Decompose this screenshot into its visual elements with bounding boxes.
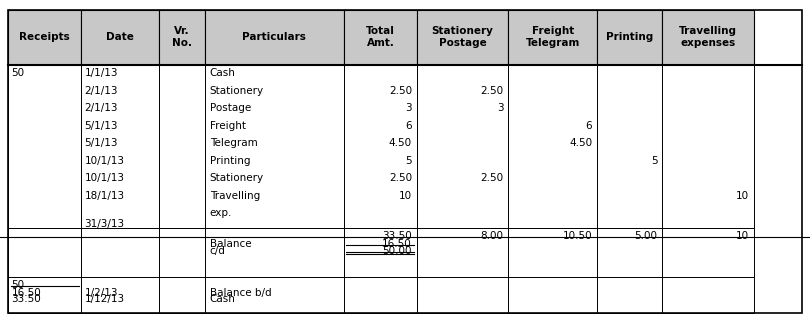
Bar	[344, 228, 417, 277]
Text: 5/1/13: 5/1/13	[84, 121, 118, 131]
Text: Telegram: Telegram	[210, 138, 258, 148]
Text: 16.50: 16.50	[382, 239, 412, 249]
Text: 50: 50	[11, 68, 24, 78]
Text: 5: 5	[406, 156, 412, 166]
Text: Postage: Postage	[210, 103, 251, 114]
Text: exp.: exp.	[210, 208, 232, 218]
Bar	[663, 65, 754, 228]
Text: 1/1/13: 1/1/13	[84, 68, 118, 79]
Bar	[344, 10, 417, 65]
Text: 2.50: 2.50	[389, 173, 412, 183]
Text: 10: 10	[736, 191, 749, 201]
Text: 50: 50	[11, 280, 24, 290]
Text: 16.50: 16.50	[11, 287, 41, 298]
Bar	[417, 277, 508, 313]
Bar	[344, 277, 417, 313]
Text: Travelling: Travelling	[210, 191, 260, 201]
Bar	[597, 65, 663, 228]
Text: Stationery
Postage: Stationery Postage	[432, 26, 493, 48]
Bar	[417, 10, 508, 65]
Text: Balance: Balance	[210, 239, 251, 249]
Bar	[8, 10, 81, 65]
Text: 10/1/13: 10/1/13	[84, 173, 125, 183]
Text: 5.00: 5.00	[634, 232, 658, 241]
Bar	[508, 228, 597, 277]
Bar	[159, 65, 205, 228]
Bar	[159, 277, 205, 313]
Text: Stationery: Stationery	[210, 173, 264, 183]
Bar	[8, 228, 81, 277]
Text: Cash: Cash	[210, 294, 236, 304]
Text: Balance b/d: Balance b/d	[210, 287, 271, 298]
Bar	[508, 277, 597, 313]
Text: 5: 5	[650, 156, 658, 166]
Text: 4.50: 4.50	[389, 138, 412, 148]
Text: Printing: Printing	[606, 32, 654, 42]
Bar	[344, 65, 417, 228]
Bar	[81, 65, 159, 228]
Bar	[417, 65, 508, 228]
Text: 2/1/13: 2/1/13	[84, 103, 118, 114]
Text: Stationery: Stationery	[210, 86, 264, 96]
Bar	[508, 10, 597, 65]
Text: Cash: Cash	[210, 68, 236, 79]
Text: 10: 10	[399, 191, 412, 201]
Text: 2.50: 2.50	[480, 173, 503, 183]
Bar	[663, 277, 754, 313]
Text: Receipts: Receipts	[19, 32, 70, 42]
Text: 10: 10	[736, 232, 749, 241]
Text: 3: 3	[497, 103, 503, 114]
Text: 3: 3	[406, 103, 412, 114]
Text: Particulars: Particulars	[242, 32, 306, 42]
Text: c/d: c/d	[210, 246, 226, 256]
Text: Freight
Telegram: Freight Telegram	[526, 26, 580, 48]
Bar	[205, 228, 344, 277]
Bar	[81, 228, 159, 277]
Text: Freight: Freight	[210, 121, 245, 131]
Text: Total
Amt.: Total Amt.	[366, 26, 394, 48]
Bar	[8, 277, 81, 313]
Text: 8.00: 8.00	[480, 232, 503, 241]
Bar	[8, 65, 81, 228]
Text: 33.50: 33.50	[11, 294, 41, 304]
Text: Date: Date	[106, 32, 134, 42]
Text: 4.50: 4.50	[569, 138, 592, 148]
Text: 50.00: 50.00	[382, 246, 412, 256]
Text: 31/3/13: 31/3/13	[84, 219, 125, 229]
Text: 6: 6	[586, 121, 592, 131]
Text: 18/1/13: 18/1/13	[84, 191, 125, 201]
Text: 2/1/13: 2/1/13	[84, 86, 118, 96]
Bar	[205, 65, 344, 228]
Text: Travelling
expenses: Travelling expenses	[680, 26, 737, 48]
Bar	[159, 10, 205, 65]
Text: 10/1/13: 10/1/13	[84, 156, 125, 166]
Bar	[81, 10, 159, 65]
Text: 1/2/13: 1/2/13	[84, 287, 118, 298]
Text: 5/1/13: 5/1/13	[84, 138, 118, 148]
Text: 33.50: 33.50	[382, 232, 412, 241]
Bar	[417, 228, 508, 277]
Bar	[508, 65, 597, 228]
Text: Vr.
No.: Vr. No.	[172, 26, 192, 48]
Bar	[205, 277, 344, 313]
Bar	[597, 277, 663, 313]
Bar	[597, 10, 663, 65]
Bar	[81, 277, 159, 313]
Text: 1/12/13: 1/12/13	[84, 294, 125, 304]
Bar	[159, 228, 205, 277]
Bar	[205, 10, 344, 65]
Text: Printing: Printing	[210, 156, 250, 166]
Bar	[597, 228, 663, 277]
Text: 2.50: 2.50	[389, 86, 412, 96]
Text: 2.50: 2.50	[480, 86, 503, 96]
Bar	[663, 228, 754, 277]
Text: 6: 6	[406, 121, 412, 131]
Bar	[663, 10, 754, 65]
Text: 10.50: 10.50	[563, 232, 592, 241]
